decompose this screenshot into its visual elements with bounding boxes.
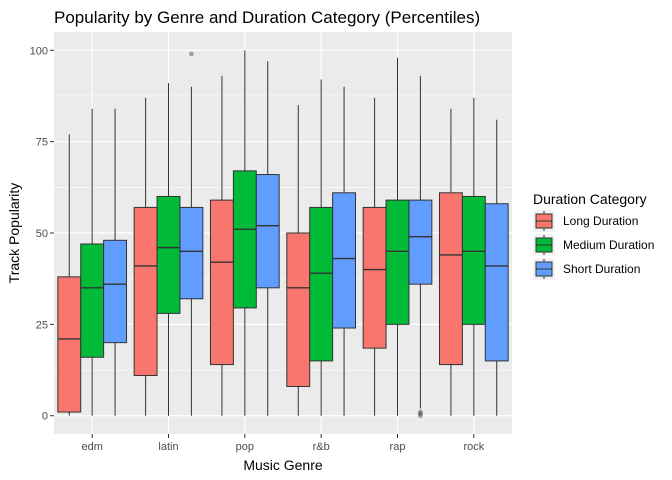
box-pop-2 [255,61,280,416]
box-body [484,203,509,362]
box-rap-0 [362,97,387,416]
y-tick-label: 100 [30,45,48,57]
y-axis-title: Track Popularity [6,183,22,284]
x-tick-label: latin [158,441,178,453]
legend-key-2 [533,258,555,280]
legend-label: Short Duration [563,262,640,276]
box-latin-2 [179,51,204,416]
box-body [362,206,387,349]
x-axis: edm latin pop r&b rap rock [81,434,485,453]
outlier-point [189,51,194,57]
box-body [156,195,181,314]
legend-key-1 [533,234,555,256]
x-tick-label: pop [236,441,254,453]
box-body [309,206,334,362]
box-body [103,239,128,344]
box-body [179,206,204,300]
box-body [232,170,257,309]
x-tick-label: r&b [313,441,330,453]
box-latin-0 [133,97,158,416]
box-r&b-2 [332,86,357,416]
box-body [385,199,410,325]
box-body [133,206,158,377]
box-body [209,199,234,366]
legend-title: Duration Category [533,191,647,207]
legend-label: Medium Duration [563,238,654,252]
box-rock-0 [438,108,463,416]
legend-key-0 [533,210,555,232]
box-body [461,195,486,325]
y-tick-label: 50 [36,228,48,240]
box-body [408,199,433,285]
box-edm-2 [103,108,128,416]
box-rap-1 [385,57,410,416]
box-rock-2 [484,119,509,416]
outlier-point [418,409,423,415]
box-body [57,276,82,413]
box-edm-0 [57,134,82,416]
legend: Duration Category Long Duration Medium Du… [533,191,654,280]
box-body [438,192,463,366]
x-tick-label: rap [390,441,406,453]
x-tick-label: edm [81,441,102,453]
box-rap-2 [408,75,433,419]
box-latin-1 [156,83,181,416]
x-tick-label: rock [463,441,484,453]
y-tick-label: 0 [42,411,48,423]
y-tick-label: 25 [36,319,48,331]
outlier-point [418,411,423,417]
outlier-point [418,413,423,419]
box-body [255,174,280,289]
box-rock-1 [461,97,486,416]
box-groups [57,50,509,419]
chart-title: Popularity by Genre and Duration Categor… [54,8,480,27]
y-axis: 0 25 50 75 100 [30,45,54,423]
box-body [286,232,311,387]
x-axis-title: Music Genre [243,457,323,473]
legend-label: Long Duration [563,214,638,228]
box-body [332,192,357,329]
box-body [80,243,105,358]
box-r&b-0 [286,105,311,416]
y-tick-label: 75 [36,137,48,149]
